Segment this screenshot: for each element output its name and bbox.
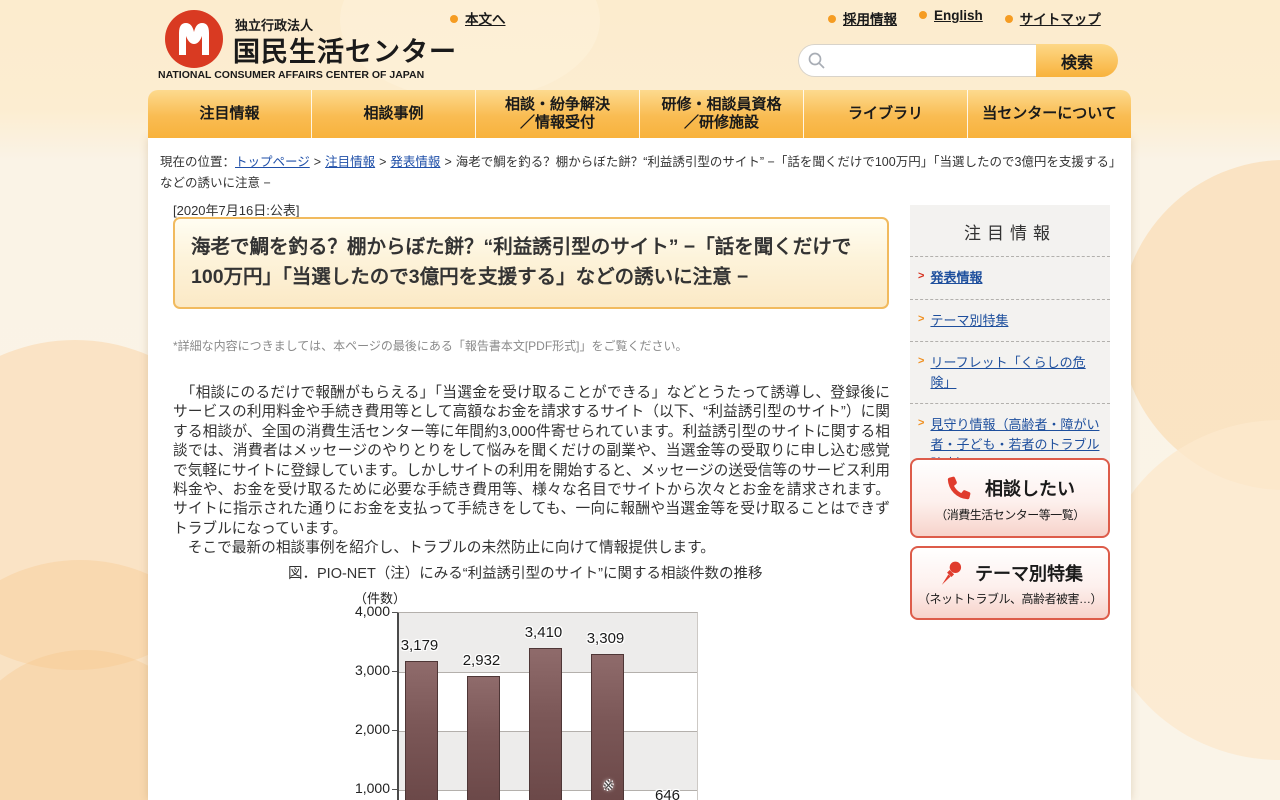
bullet-icon: [828, 15, 836, 23]
site-logo[interactable]: 独立行政法人 国民生活センター NATIONAL CONSUMER AFFAIR…: [158, 8, 463, 86]
chart-bar: [467, 676, 500, 800]
figure-caption: 図．PIO-NET（注）にみる“利益誘引型のサイト”に関する相談件数の推移: [288, 566, 763, 582]
consult-button[interactable]: 相談したい （消費生活センター等一覧）: [910, 458, 1110, 538]
breadcrumb: 現在の位置：トップページ > 注目情報 > 発表情報 > 海老で鯛を釣る？棚からぼた餅？“利…: [160, 155, 1116, 191]
bar-chart: （件数） ※ 4,000 3,000 2,000 1,000 3,179 2,932 3,4…: [340, 588, 720, 800]
nav-item-library[interactable]: ライブラリ: [803, 90, 967, 138]
axis-tick: [392, 730, 397, 731]
axis-tick: [392, 671, 397, 672]
bullet-icon: [450, 15, 458, 23]
chart-bar: [591, 653, 624, 800]
y-tick-label: 2,000: [354, 721, 390, 737]
bullet-icon: [919, 11, 927, 19]
sidebar-item-announcements[interactable]: > 発表情報: [910, 256, 1110, 299]
main-nav: 注目情報 相談事例 相談・紛争解決 ／情報受付 研修・相談員資格 ／研修施設 ライブ…: [148, 90, 1131, 138]
chart-footnote-marker: ※: [603, 778, 614, 793]
chart-y-axis-label: （件数）: [354, 591, 407, 606]
nav-item-consultation-cases[interactable]: 相談事例: [311, 90, 475, 138]
article-paragraph: そこで最新の相談事例を紹介し、トラブルの未然防止に向けて情報提供します。: [173, 540, 715, 556]
bar-value-label: 646: [654, 786, 681, 800]
chart-bar: [405, 661, 438, 800]
search-button[interactable]: 検索: [1036, 44, 1118, 77]
bar-value-label: 3,179: [400, 637, 439, 655]
english-link[interactable]: English: [934, 8, 983, 23]
page-title: 海老で鯛を釣る？棚からぼた餅？“利益誘引型のサイト” −「話を聞くだけで100万…: [173, 217, 889, 310]
sidebar: 注目情報 > 発表情報 > テーマ別特集 > リーフレット「くらしの危険」 > …: [910, 205, 1110, 620]
bar-value-label: 2,932: [462, 652, 501, 669]
y-tick-label: 1,000: [354, 780, 390, 796]
breadcrumb-link-top[interactable]: トップページ: [235, 155, 310, 169]
bar-value-label: 3,309: [586, 629, 625, 647]
arrow-icon: >: [918, 355, 925, 367]
pdf-note: *詳細な内容につきましては、本ページの最後にある「報告書本文[PDF形式]」をご…: [173, 339, 688, 353]
breadcrumb-link-featured[interactable]: 注目情報: [325, 155, 376, 169]
chart-plot: [397, 612, 698, 800]
arrow-icon: >: [918, 270, 925, 282]
sidebar-item-leaflet[interactable]: > リーフレット「くらしの危険」: [910, 341, 1110, 403]
arrow-icon: >: [918, 417, 925, 429]
search-input[interactable]: [798, 44, 1036, 77]
sidebar-item-watch-info[interactable]: > 見守り情報（高齢者・障がい者・子ども・若者のトラブル防止）: [910, 403, 1110, 485]
pushpin-icon: [941, 561, 962, 585]
arrow-icon: >: [918, 312, 925, 325]
search-box: 検索: [798, 44, 1118, 77]
breadcrumb-label: 現在の位置：: [160, 155, 236, 169]
axis-tick: [392, 789, 397, 790]
recruit-link[interactable]: 採用情報: [843, 12, 897, 27]
breadcrumb-current: 海老で鯛を釣る？棚からぼた餅？“利益誘引型のサイト” −「話を聞くだけで100万…: [160, 155, 1116, 191]
sidebar-featured-box: 注目情報 > 発表情報 > テーマ別特集 > リーフレット「くらしの危険」 > …: [910, 205, 1110, 487]
y-tick-label: 3,000: [354, 662, 390, 678]
sidebar-item-theme-features[interactable]: > テーマ別特集: [910, 298, 1110, 342]
bar-value-label: 3,410: [524, 623, 563, 641]
search-icon: [808, 52, 825, 69]
chart-bar: [529, 647, 562, 800]
org-type-label: 独立行政法人: [235, 18, 314, 33]
breadcrumb-link-announcements[interactable]: 発表情報: [390, 155, 441, 169]
org-name: 国民生活センター: [233, 37, 457, 67]
bullet-icon: [1004, 15, 1013, 23]
nav-item-dispute-resolution[interactable]: 相談・紛争解決 ／情報受付: [475, 90, 639, 138]
skip-to-content-link[interactable]: 本文へ: [465, 12, 506, 27]
org-name-english: NATIONAL CONSUMER AFFAIRS CENTER OF JAPA…: [158, 69, 425, 81]
theme-features-button[interactable]: テーマ別特集 （ネットトラブル、高齢者被害…）: [910, 546, 1110, 620]
nav-item-about-center[interactable]: 当センターについて: [967, 90, 1131, 138]
article-paragraph: 「相談にのるだけで報酬がもらえる」「当選金を受け取ることができる」などとうたって…: [173, 385, 890, 537]
site-header: 独立行政法人 国民生活センター NATIONAL CONSUMER AFFAIR…: [0, 0, 1280, 90]
nav-item-training[interactable]: 研修・相談員資格 ／研修施設: [639, 90, 803, 138]
nav-item-featured-info[interactable]: 注目情報: [199, 105, 260, 122]
sitemap-link[interactable]: サイトマップ: [1019, 12, 1101, 27]
publish-date: [2020年7月16日:公表]: [173, 203, 300, 218]
sidebar-title: 注目情報: [964, 224, 1056, 243]
phone-icon: [947, 476, 971, 500]
y-tick-label: 4,000: [354, 603, 390, 619]
logo-icon: [165, 10, 223, 68]
axis-tick: [392, 612, 397, 613]
